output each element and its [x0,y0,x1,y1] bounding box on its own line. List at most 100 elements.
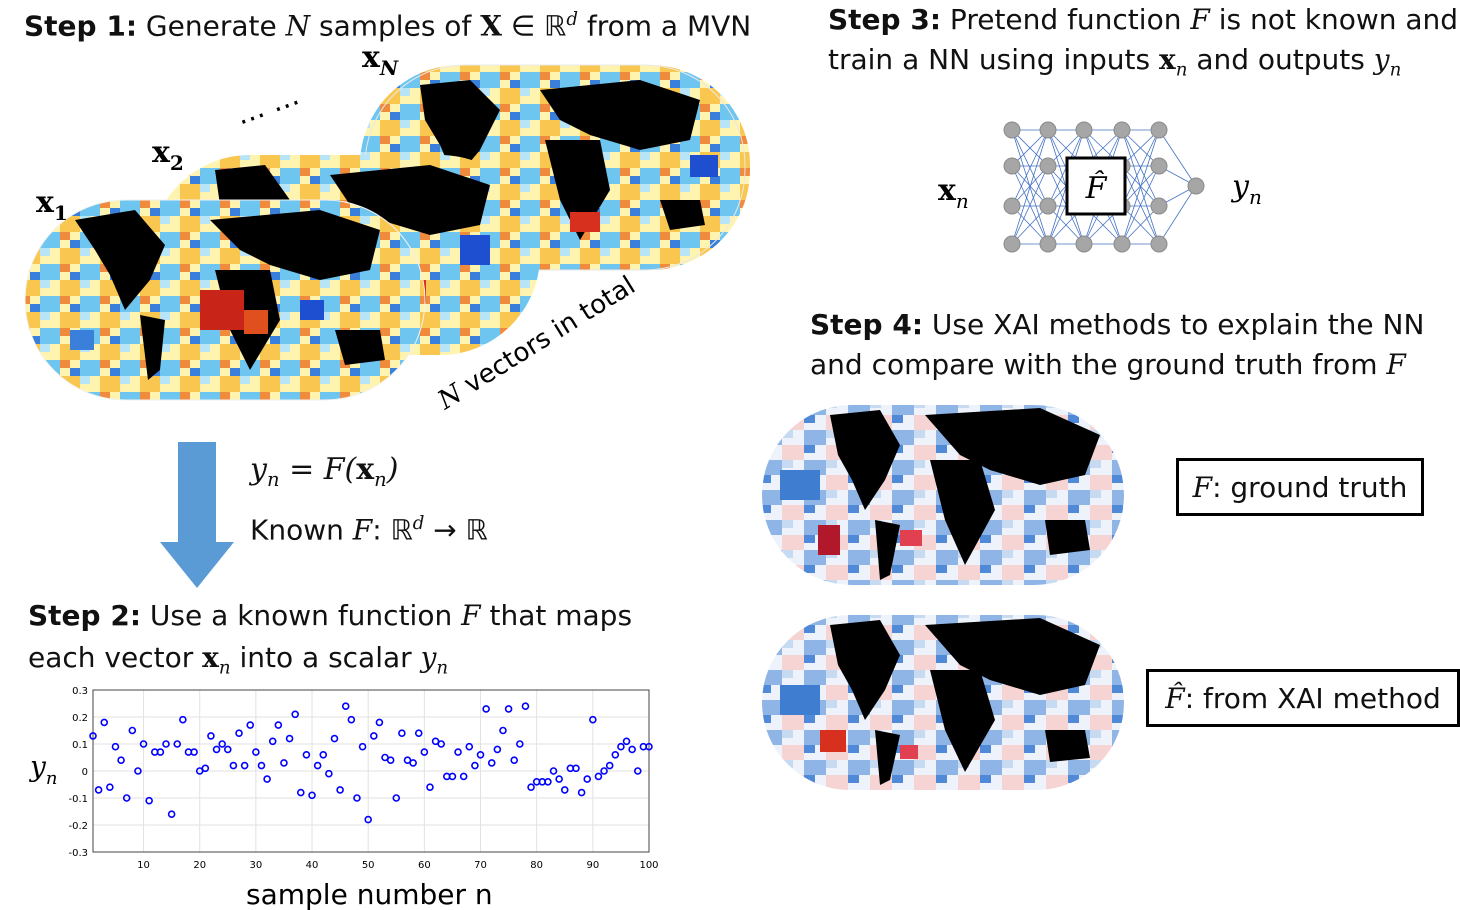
nn-node [1039,157,1057,175]
chart-point [482,705,490,713]
chart-point [527,783,535,791]
map-xai-method [762,615,1124,790]
nn-node [1039,235,1057,253]
label-x1: x1 [36,185,68,225]
chart-point [600,767,608,775]
chart-point [583,775,592,783]
chart-point [347,715,356,724]
chart-point [549,767,558,775]
chart-point [162,740,170,748]
chart-point [173,740,182,748]
nn-edge [1121,205,1160,245]
chart-point [263,775,271,783]
chart-point [409,759,417,767]
chart-ytick-label: -0.2 [68,821,88,832]
chart-point [398,729,406,738]
chart-xtick-label: 30 [250,860,263,871]
chart-point [628,745,636,754]
chart-point [493,745,502,754]
chart-xtick-label: 90 [586,860,599,871]
chart-xtick-label: 80 [530,860,543,871]
formula-yn: yn = F(xn) [250,452,399,491]
chart-point [94,786,103,794]
nn-edge [1121,129,1160,207]
ground-truth-box: F: ground truth [1176,458,1424,516]
chart-tick-labels: -0.3 -0.2 -0.1 0 0.1 0.2 0.3 10 20 30 40 50 60 70 80 90… [68,686,658,871]
chart-point [617,742,625,751]
chart-plot-area [92,689,650,853]
label-xN: xN [362,40,399,80]
chart-xtick-label: 20 [193,860,206,871]
chart-point [336,786,344,794]
chart-point [622,737,631,746]
chart-point [420,748,429,756]
chart-point [167,810,176,818]
chart-point [465,742,474,751]
nn-node [1003,235,1021,253]
chart-point [476,751,485,759]
chart-point [555,775,563,783]
nn-edge [1121,129,1160,167]
nn-node [1150,121,1168,139]
chart-point [426,783,434,791]
chart-point [605,761,614,770]
chart-point [229,761,238,770]
chart-point [392,794,401,802]
chart-point [268,737,277,746]
nn-node [1187,177,1205,195]
chart-point [364,815,372,824]
nn-node [1113,121,1131,139]
chart-point [122,794,131,802]
step2-line2: each vector xn into a scalar yn [28,641,449,679]
chart-point [302,751,311,759]
chart-xtick-label: 60 [418,860,431,871]
nn-edge [1011,129,1049,207]
step3-line1: Step 3: Pretend function F is not known … [828,3,1459,36]
chart-xtick-label: 70 [474,860,487,871]
chart-point [386,756,395,764]
nn-node [1150,157,1168,175]
chart-ylabel: yn [28,750,57,789]
nn-edge [1011,165,1049,245]
chart-point [353,794,361,802]
nn-edge [1121,165,1160,245]
chart-xtick-label: 50 [362,860,375,871]
nn-box-label: F̂ [1085,171,1108,206]
chart-point [319,751,328,759]
nn-node [1039,197,1057,215]
chart-point [313,761,322,770]
attribution-maps [762,405,1124,790]
chart-xtick-label: 10 [137,860,150,871]
chart-point [308,791,316,800]
chart-points [89,702,653,824]
step1-title: Step 1: Generate N samples of X ∈ ℝd fro… [24,9,752,43]
sample-maps: x1 x2 xN … … Nvectors in total [24,40,750,416]
nn-node [1150,235,1168,253]
chart-xtick-label: 40 [306,860,319,871]
chart-point [179,715,187,724]
chart-point [633,767,642,775]
nn-node [1003,157,1021,175]
chart-point [521,702,530,711]
chart-point [544,778,552,786]
chart-point [341,702,350,711]
label-x2: x2 [152,135,184,175]
chart-ytick-label: -0.3 [68,848,88,859]
chart-point [589,715,597,724]
ellipsis-dots: … … [231,78,303,131]
chart-point [134,767,142,775]
chart-point [448,772,457,781]
chart-point [414,729,423,738]
chart-point [516,740,524,748]
map-sample-1 [24,199,426,401]
chart-point [330,734,339,743]
chart-point [280,759,288,767]
chart-point [577,788,586,797]
chart-point [145,796,153,805]
chart-point [487,759,496,767]
chart-point [572,764,580,773]
chart-point [218,740,226,748]
map-ground-truth [762,405,1124,585]
nn-node [1075,121,1093,139]
xai-method-box: F̂: from XAI method [1146,669,1460,727]
